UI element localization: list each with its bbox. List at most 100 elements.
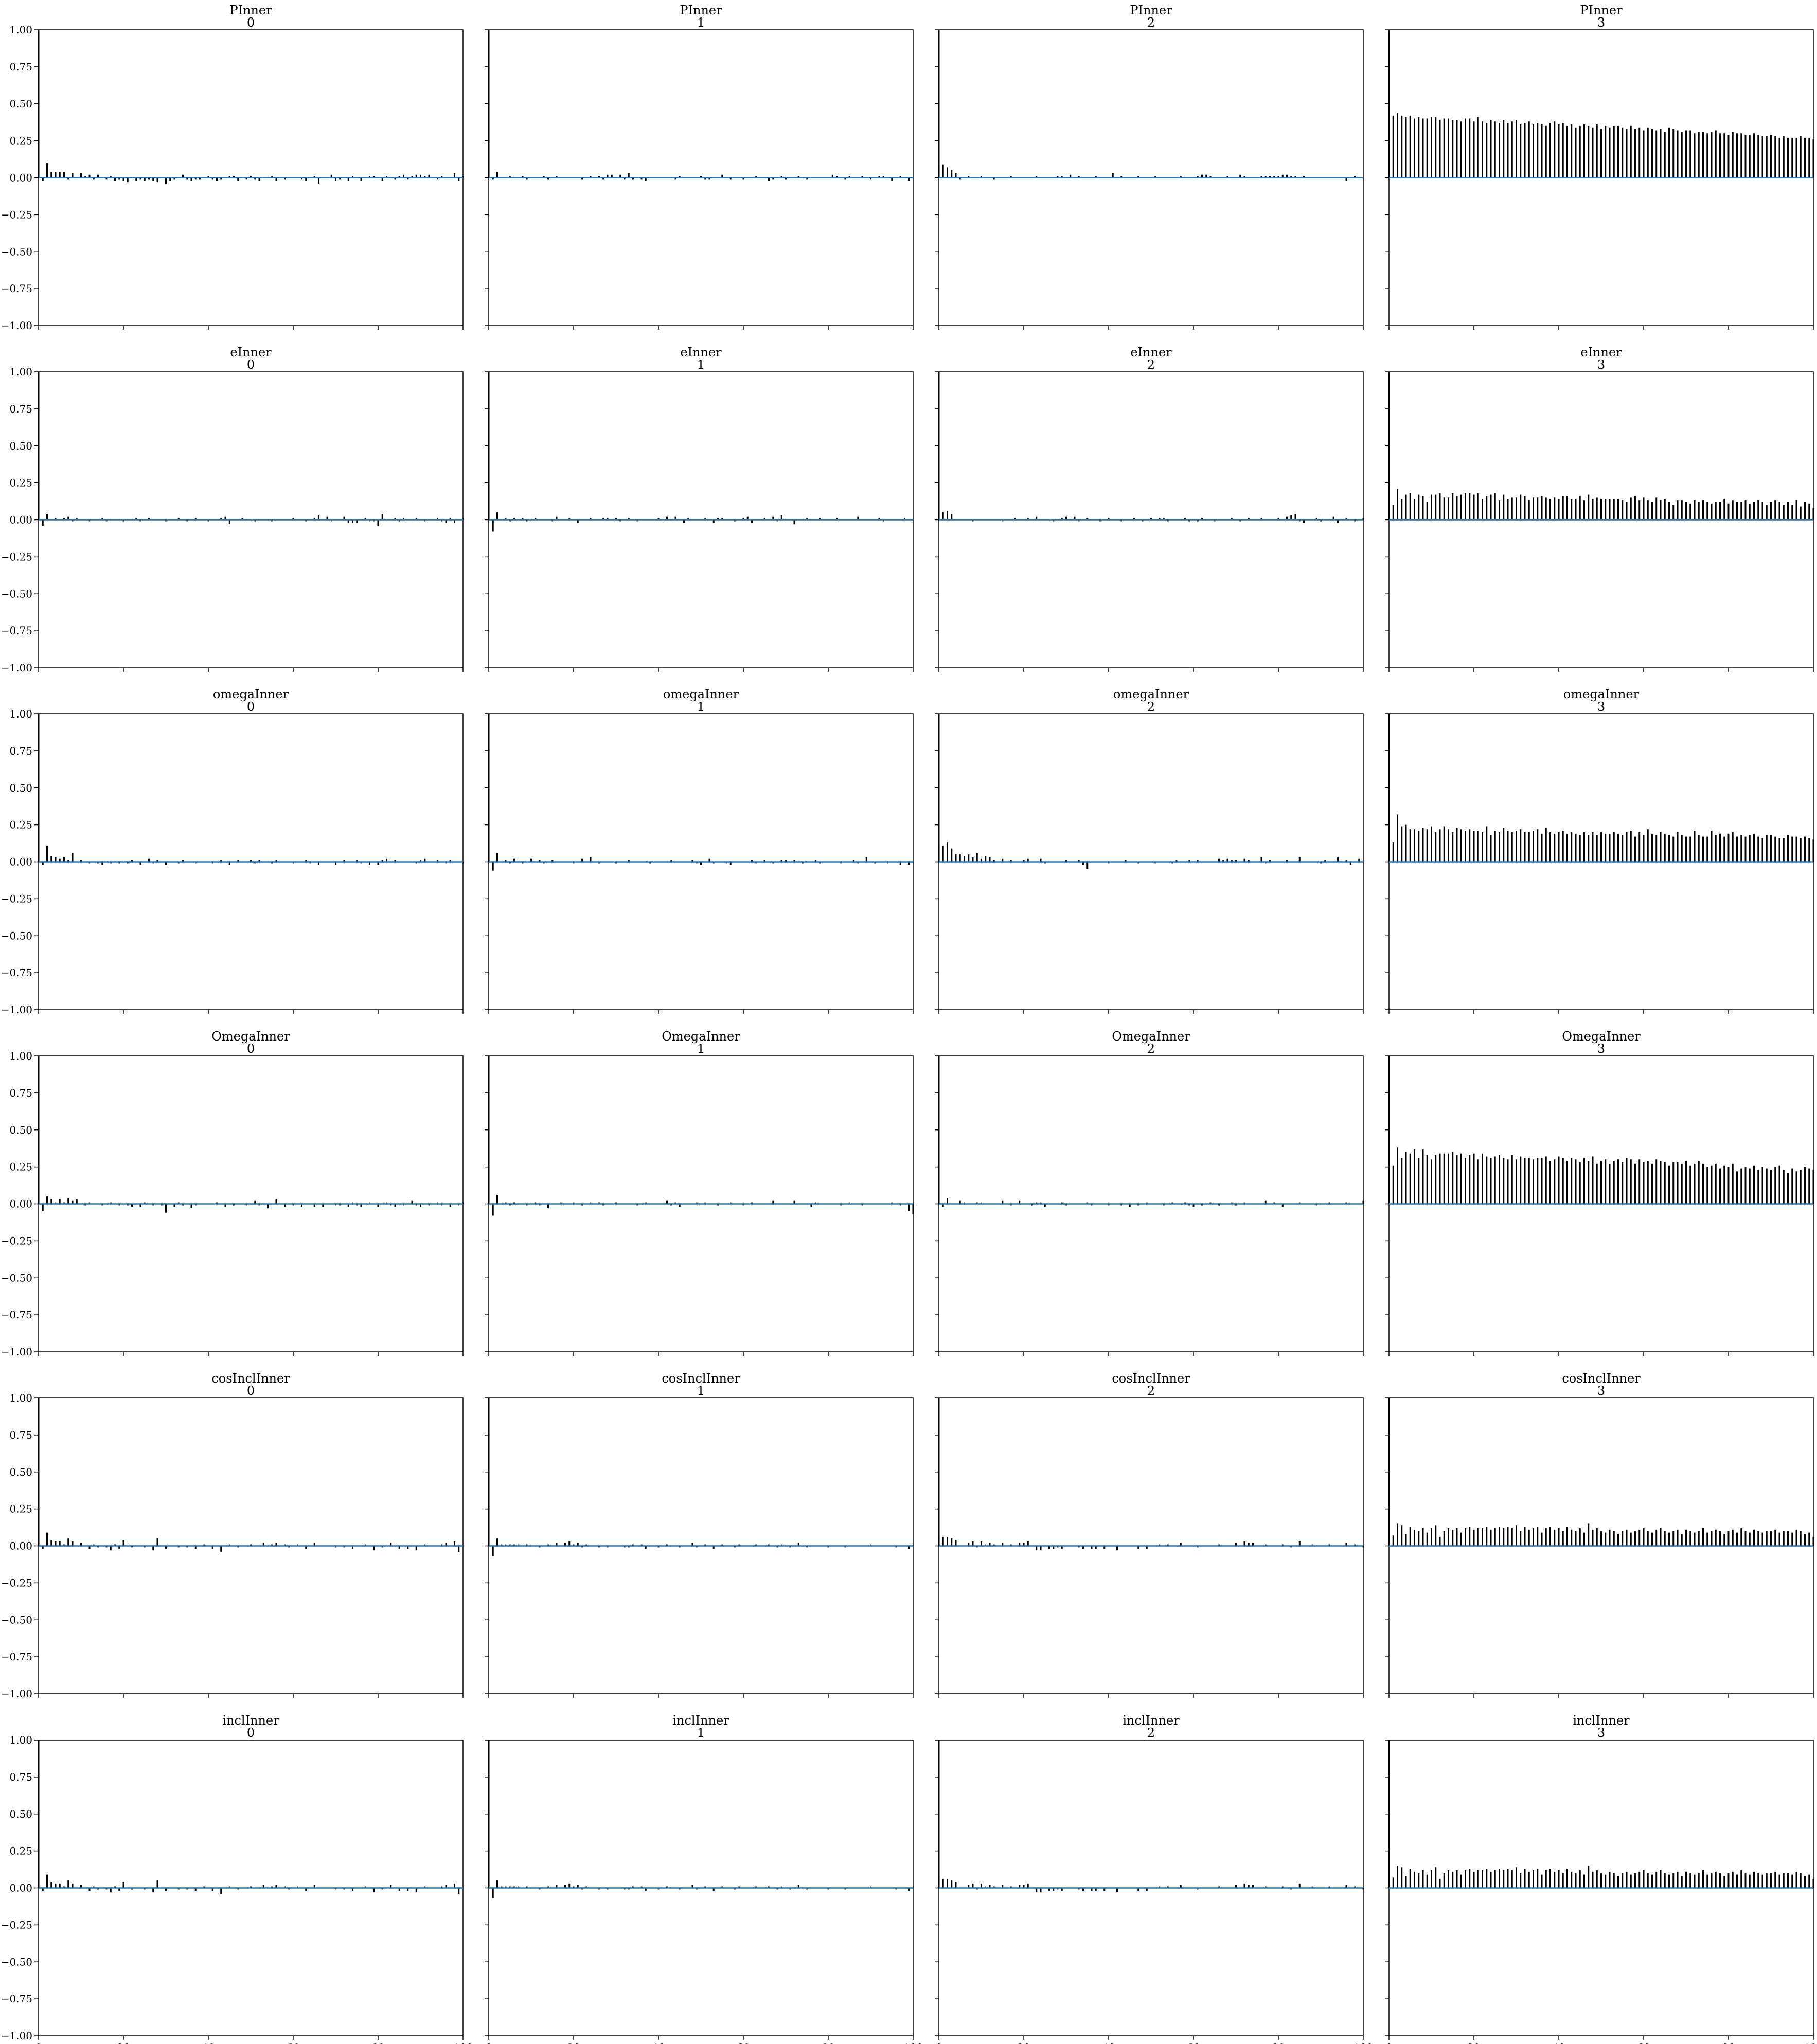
x-tick-label: 60: [287, 2041, 299, 2044]
y-tick-label: −1.00: [1, 661, 32, 674]
panel-title-variable: OmegaInner: [1112, 1029, 1190, 1044]
panel-title-variable: inclInner: [1573, 1713, 1630, 1728]
y-tick-label: 1.00: [9, 708, 32, 720]
y-tick-label: −0.50: [1, 929, 32, 942]
y-tick-label: −1.00: [1, 1346, 32, 1358]
x-tick-label: 100: [1804, 2041, 1817, 2044]
panel-title-variable: PInner: [680, 3, 722, 17]
y-tick-label: −1.00: [1, 319, 32, 332]
panel-title-variable: omegaInner: [1113, 687, 1189, 702]
panel-title-chain: 0: [247, 357, 255, 372]
panel-title-variable: cosInclInner: [1562, 1371, 1641, 1386]
x-tick-label: 80: [822, 2041, 834, 2044]
x-tick-label: 20: [117, 2041, 130, 2044]
x-tick-label: 80: [1272, 2041, 1285, 2044]
y-tick-label: −0.25: [1, 1576, 32, 1589]
panel-title-variable: omegaInner: [1563, 687, 1640, 702]
y-tick-label: 0.75: [9, 61, 32, 73]
panel-title-chain: 2: [1147, 1726, 1155, 1740]
x-tick-label: 40: [1552, 2041, 1565, 2044]
x-tick-label: 20: [1467, 2041, 1480, 2044]
panel-title-chain: 2: [1147, 700, 1155, 714]
x-tick-label: 80: [1722, 2041, 1735, 2044]
x-tick-label: 40: [1102, 2041, 1115, 2044]
panel-title-chain: 2: [1147, 1384, 1155, 1398]
y-tick-label: −0.25: [1, 550, 32, 563]
panel-title-chain: 1: [697, 1726, 705, 1740]
y-tick-label: −0.50: [1, 587, 32, 600]
panel-title-variable: omegaInner: [213, 687, 289, 702]
y-tick-label: 0.00: [9, 856, 32, 868]
x-tick-label: 60: [737, 2041, 750, 2044]
panel-title-variable: PInner: [1130, 3, 1172, 17]
panel-title-chain: 3: [1597, 1042, 1605, 1056]
y-tick-label: −0.75: [1, 1651, 32, 1663]
panel-title-chain: 1: [697, 1384, 705, 1398]
y-tick-label: −0.50: [1, 1271, 32, 1284]
panel-title-chain: 0: [247, 15, 255, 30]
y-tick-label: 0.50: [9, 1124, 32, 1136]
y-tick-label: 0.75: [9, 1429, 32, 1441]
x-tick-label: 60: [1637, 2041, 1650, 2044]
panel-title-chain: 1: [697, 15, 705, 30]
panel-title-variable: PInner: [229, 3, 272, 17]
panel-title-chain: 1: [697, 1042, 705, 1056]
y-tick-label: −1.00: [1, 2030, 32, 2042]
y-tick-label: 0.25: [9, 135, 32, 147]
x-tick-label: 80: [371, 2041, 384, 2044]
panel-title-chain: 3: [1597, 357, 1605, 372]
y-tick-label: −0.25: [1, 1234, 32, 1247]
y-tick-label: −0.50: [1, 245, 32, 258]
y-tick-label: −0.75: [1, 1993, 32, 2005]
y-tick-label: −0.50: [1, 1613, 32, 1626]
y-tick-label: 0.50: [9, 440, 32, 452]
panel-title-chain: 1: [697, 700, 705, 714]
panel-title-variable: omegaInner: [663, 687, 739, 702]
y-tick-label: 0.75: [9, 745, 32, 757]
panel-title-chain: 2: [1147, 15, 1155, 30]
panel-title-variable: inclInner: [1123, 1713, 1180, 1728]
y-tick-label: −0.75: [1, 624, 32, 637]
y-tick-label: −1.00: [1, 1003, 32, 1016]
y-tick-label: 0.50: [9, 1466, 32, 1478]
x-tick-label: 0: [35, 2041, 42, 2044]
y-tick-label: 1.00: [9, 1050, 32, 1062]
y-tick-label: 0.75: [9, 1087, 32, 1099]
panel-title-chain: 0: [247, 1384, 255, 1398]
panel-title-variable: cosInclInner: [211, 1371, 290, 1386]
y-tick-label: −0.75: [1, 282, 32, 295]
panel-title-chain: 2: [1147, 1042, 1155, 1056]
panel: inclInner2020406080100: [935, 1713, 1373, 2044]
panel-title-variable: OmegaInner: [662, 1029, 740, 1044]
x-tick-label: 40: [202, 2041, 215, 2044]
y-tick-label: 0.00: [9, 1540, 32, 1552]
x-tick-label: 100: [903, 2041, 923, 2044]
y-tick-label: −0.75: [1, 1308, 32, 1321]
y-tick-label: 0.00: [9, 1198, 32, 1210]
panel-title-variable: PInner: [1580, 3, 1623, 17]
y-tick-label: −0.25: [1, 1919, 32, 1931]
y-tick-label: −0.25: [1, 892, 32, 905]
y-tick-label: 0.50: [9, 782, 32, 794]
y-tick-label: 0.00: [9, 514, 32, 526]
panel: inclInner01.000.750.500.250.00−0.25−0.50…: [1, 1713, 473, 2044]
panel-title-chain: 3: [1597, 700, 1605, 714]
y-tick-label: 1.00: [9, 1392, 32, 1404]
